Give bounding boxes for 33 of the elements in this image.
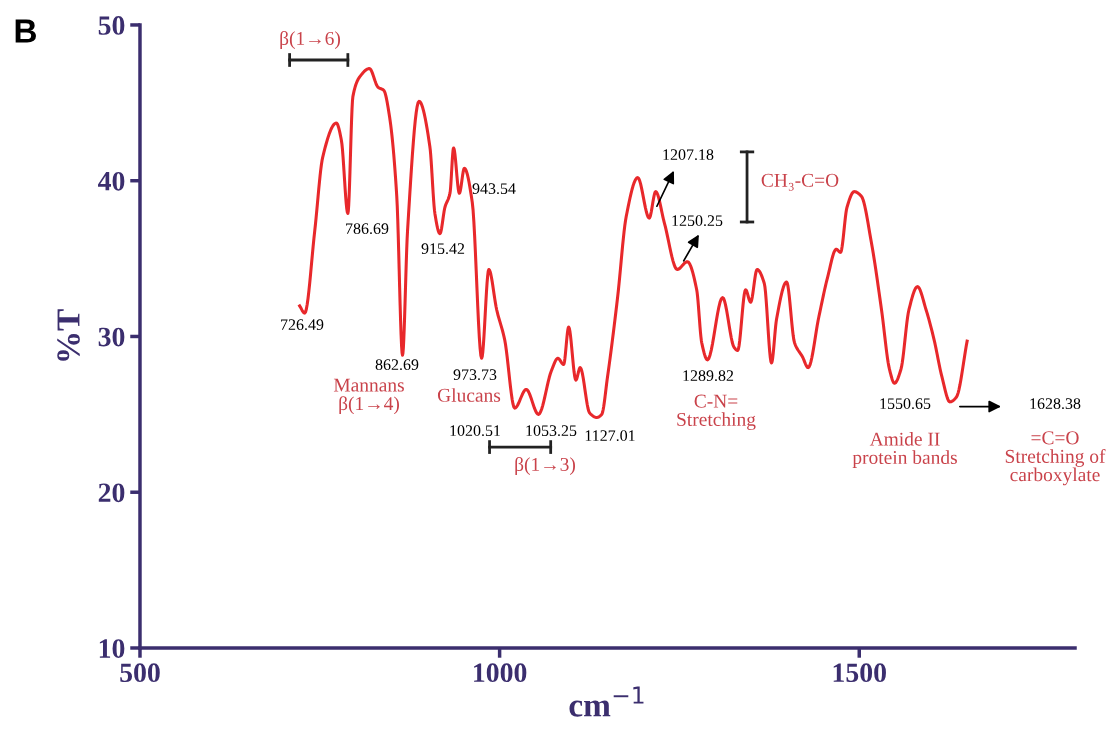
annotation: 726.49 [281, 319, 324, 331]
annotation: Glucans [437, 388, 501, 402]
annotation: Amide II protein bands [852, 432, 957, 468]
annotation: 915.42 [421, 243, 465, 255]
annotation: CH₃-C=O [761, 173, 839, 191]
x-tick-label: 1000 [474, 663, 527, 683]
x-tick-label: 500 [120, 663, 160, 683]
y-tick-label: 30 [98, 327, 125, 347]
chart-title: B [15, 19, 36, 43]
annotation: 786.69 [346, 223, 389, 235]
y-axis-title: %T [57, 309, 80, 361]
y-tick-label: 50 [98, 16, 125, 35]
annotation: 943.54 [472, 183, 516, 195]
annotation: 862.69 [375, 359, 419, 371]
annotation: 1250.25 [672, 215, 723, 227]
annotation: 1127.01 [585, 430, 635, 442]
annotation: 1020.51 [450, 425, 500, 437]
y-tick-label: 10 [99, 639, 125, 658]
x-tick-label: 1500 [833, 663, 886, 683]
annotation: 1550.65 [880, 398, 931, 410]
annotation: Mannans β(1→4) [333, 378, 404, 415]
annotation: 1053.25 [526, 425, 577, 437]
y-tick-label: 40 [98, 171, 125, 191]
annotation: β(1→6) [280, 31, 341, 49]
x-axis-title: cm$^{−1}$ [569, 686, 644, 717]
annotation: 1207.18 [663, 149, 714, 161]
annotation: β(1→3) [515, 457, 576, 475]
annotation: C-N= Stretching [677, 394, 756, 430]
annotation: 973.73 [453, 369, 497, 381]
annotation: 1628.38 [1030, 398, 1081, 410]
annotation: =C=O Stretching of carboxylate [1005, 431, 1106, 486]
y-tick-label: 20 [98, 483, 125, 503]
annotation: 1289.82 [683, 370, 734, 382]
